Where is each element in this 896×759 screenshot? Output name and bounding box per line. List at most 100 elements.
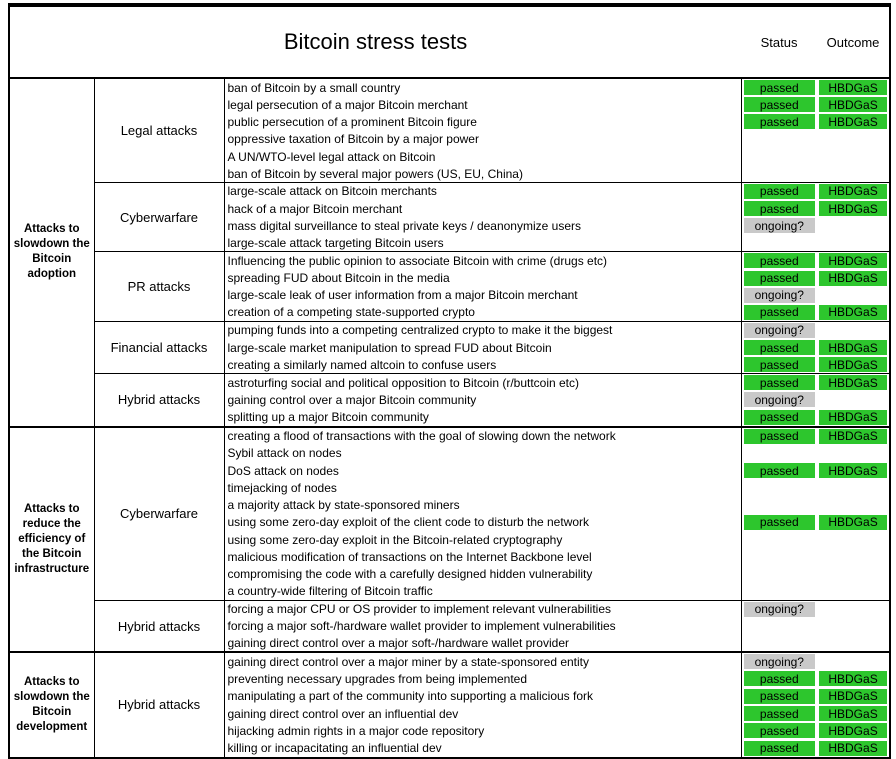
table-row: Attacks to reduce the efficiency of the … xyxy=(9,425,891,653)
table-row: PR attacks Influencing the public opinion… xyxy=(9,251,891,322)
status-badge: passed xyxy=(743,375,816,391)
status-cell: passed xyxy=(741,200,817,217)
table-row: Cyberwarfare large-scale attack on Bitcoi… xyxy=(9,181,891,252)
outcome-badge: HBDGaS xyxy=(819,740,888,756)
attack-description: splitting up a major Bitcoin community xyxy=(224,408,742,427)
outcome-badge: HBDGaS xyxy=(819,183,888,199)
outcome-cell: HBDGaS xyxy=(817,269,890,286)
attack-description: pumping funds into a competing centraliz… xyxy=(224,320,742,339)
table-row: spreading FUD about Bitcoin in the media… xyxy=(9,269,890,287)
status-cell: passed xyxy=(741,339,817,356)
table-row: public persecution of a prominent Bitcoi… xyxy=(9,113,890,131)
outcome-badge: HBDGaS xyxy=(819,428,888,444)
status-badge: ongoing? xyxy=(743,601,816,617)
status-cell: passed xyxy=(741,722,817,739)
outcome-badge: HBDGaS xyxy=(819,463,888,478)
attack-description: A UN/WTO-level legal attack on Bitcoin xyxy=(224,147,742,166)
table-row: using some zero-day exploit of the clien… xyxy=(9,513,890,532)
outcome-cell: HBDGaS xyxy=(817,200,890,217)
outcome-badge: HBDGaS xyxy=(819,688,888,704)
attack-description: gaining direct control over an influenti… xyxy=(224,704,742,723)
attack-description: mass digital surveillance to steal priva… xyxy=(224,217,742,235)
outcome-cell: HBDGaS xyxy=(817,304,890,322)
status-badge: passed xyxy=(743,114,816,130)
outcome-badge: HBDGaS xyxy=(819,304,888,320)
table-row: hack of a major Bitcoin merchant passed HB… xyxy=(9,199,890,218)
table-row: a majority attack by state-sponsored min… xyxy=(9,496,890,514)
status-badge: ongoing? xyxy=(743,654,816,670)
outcome-badge: HBDGaS xyxy=(819,375,888,391)
outcome-badge: HBDGaS xyxy=(819,340,888,356)
status-cell: passed xyxy=(741,304,817,322)
outcome-cell: HBDGaS xyxy=(817,181,891,200)
outcome-cell xyxy=(817,217,890,234)
table-row: Sybil attack on nodes xyxy=(9,444,890,462)
table-row: legal persecution of a major Bitcoin mer… xyxy=(9,96,890,114)
status-badge: passed xyxy=(743,671,816,687)
table-row: Hybrid attacks astroturfing social and po… xyxy=(9,373,891,427)
outcome-cell xyxy=(817,531,890,548)
outcome-badge: HBDGaS xyxy=(819,201,888,217)
attack-type-cell: Hybrid attacks xyxy=(94,599,225,653)
attack-description: oppressive taxation of Bitcoin by a majo… xyxy=(224,130,742,148)
status-cell xyxy=(741,496,817,513)
attack-type-cell: Legal attacks xyxy=(94,76,225,183)
category-cell: Attacks to reduce the efficiency of the … xyxy=(9,425,95,653)
status-badge: passed xyxy=(743,253,816,269)
status-badge: passed xyxy=(743,740,816,756)
status-cell xyxy=(741,583,817,600)
status-cell: passed xyxy=(741,425,818,445)
status-badge: ongoing? xyxy=(743,392,816,408)
outcome-cell xyxy=(817,548,890,565)
status-cell: passed xyxy=(741,96,817,113)
attack-type-cell: Cyberwarfare xyxy=(94,181,225,252)
status-cell: passed xyxy=(741,113,817,130)
status-cell xyxy=(741,479,817,496)
outcome-cell: HBDGaS xyxy=(817,96,890,113)
outcome-cell xyxy=(817,235,890,252)
table-row: manipulating a part of the community int… xyxy=(9,687,890,705)
outcome-badge: HBDGaS xyxy=(819,357,888,373)
attack-description: using some zero-day exploit of the clien… xyxy=(224,513,742,532)
status-badge: passed xyxy=(743,409,816,425)
attack-description: gaining direct control over a major mine… xyxy=(224,651,742,671)
table-row: compromising the code with a carefully d… xyxy=(9,565,890,583)
attack-description: creating a flood of transactions with th… xyxy=(224,425,742,445)
attack-description: hijacking admin rights in a major code r… xyxy=(224,722,742,740)
attack-description: large-scale leak of user information fro… xyxy=(224,286,742,304)
status-cell xyxy=(741,635,817,652)
attack-description: using some zero-day exploit in the Bitco… xyxy=(224,531,742,549)
attack-description: large-scale market manipulation to sprea… xyxy=(224,338,742,357)
outcome-cell: HBDGaS xyxy=(817,425,891,445)
table-row: timejacking of nodes xyxy=(9,479,890,497)
outcome-cell: HBDGaS xyxy=(817,113,890,130)
status-badge: passed xyxy=(743,428,816,444)
outcome-cell xyxy=(817,148,890,165)
table-row: forcing a major soft-/hardware wallet pr… xyxy=(9,617,890,636)
status-cell xyxy=(741,566,817,583)
outcome-cell: HBDGaS xyxy=(817,373,891,392)
table-row: a country-wide filtering of Bitcoin traf… xyxy=(9,582,890,601)
outcome-cell: HBDGaS xyxy=(817,740,890,758)
attack-description: large-scale attack on Bitcoin merchants xyxy=(224,181,742,200)
status-badge: passed xyxy=(743,514,816,530)
outcome-badge: HBDGaS xyxy=(819,671,888,687)
table-row: A UN/WTO-level legal attack on Bitcoin xyxy=(9,147,890,166)
outcome-badge: HBDGaS xyxy=(819,706,888,722)
attack-description: legal persecution of a major Bitcoin mer… xyxy=(224,96,742,114)
table-row: Attacks to slowdown the Bitcoin adoption… xyxy=(9,76,891,427)
attack-description: large-scale attack targeting Bitcoin use… xyxy=(224,234,742,252)
status-cell: passed xyxy=(741,705,817,722)
attack-description: preventing necessary upgrades from being… xyxy=(224,670,742,688)
attack-description: astroturfing social and political opposi… xyxy=(224,373,742,392)
status-cell: ongoing? xyxy=(741,320,818,339)
outcome-cell: HBDGaS xyxy=(817,670,890,687)
attack-description: manipulating a part of the community int… xyxy=(224,687,742,705)
attack-description: creating a similarly named altcoin to co… xyxy=(224,356,742,374)
attack-description: ban of Bitcoin by a small country xyxy=(224,77,742,96)
table-row: oppressive taxation of Bitcoin by a majo… xyxy=(9,130,890,148)
outcome-badge: HBDGaS xyxy=(819,723,888,739)
status-cell: passed xyxy=(741,462,817,479)
outcome-badge: HBDGaS xyxy=(819,114,888,130)
status-cell: passed xyxy=(741,269,817,286)
